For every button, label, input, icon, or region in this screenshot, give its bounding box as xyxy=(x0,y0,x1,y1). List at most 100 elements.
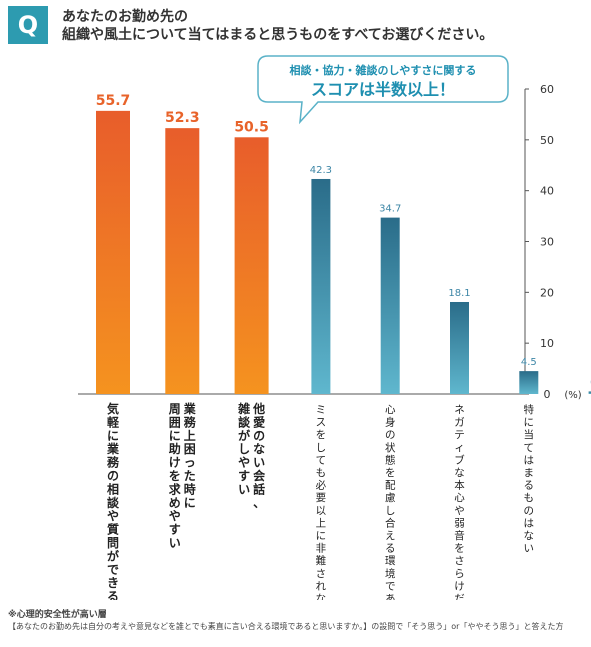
callout-line-1: 相談・協力・雑談のしやすさに関する xyxy=(290,63,477,77)
category-char: 業 xyxy=(183,401,197,416)
category-char: に xyxy=(184,496,196,510)
category-char: き xyxy=(107,576,119,590)
category-char: い xyxy=(169,536,181,550)
category-char: 業 xyxy=(106,441,120,456)
bar-2 xyxy=(165,128,200,394)
y-tick-label: 0 xyxy=(544,388,551,401)
category-char: ら xyxy=(454,568,465,580)
category-char: を xyxy=(316,429,327,441)
category-char: え xyxy=(385,530,396,542)
category-char: の xyxy=(524,505,535,517)
category-char: の xyxy=(385,429,396,441)
category-char: さ xyxy=(316,568,327,580)
category-char: 務 xyxy=(107,455,120,470)
category-char: で xyxy=(385,580,396,592)
category-char: 談 xyxy=(107,495,120,510)
y-unit-label: (%) xyxy=(564,390,581,401)
category-char: 周 xyxy=(169,402,181,416)
category-char: 慮 xyxy=(385,491,396,504)
category-char: る xyxy=(107,590,119,600)
category-char: 態 xyxy=(385,453,396,466)
category-char: を xyxy=(169,469,181,483)
category-char: の xyxy=(253,429,265,443)
category-char: に xyxy=(107,429,119,443)
category-char: 弱 xyxy=(454,517,465,529)
category-char: ブ xyxy=(454,453,465,466)
category-char: や xyxy=(238,456,250,470)
data-label-5: 34.7 xyxy=(379,204,401,215)
category-char: 難 xyxy=(316,554,327,567)
y-tick-label: 20 xyxy=(540,286,554,299)
footnote-title: ※心理的安全性が高い層 xyxy=(8,610,107,620)
category-char: を xyxy=(385,467,396,479)
category-char: 務 xyxy=(184,414,197,429)
category-char: 当 xyxy=(524,428,535,441)
category-char: や xyxy=(107,509,119,523)
data-label-4: 42.3 xyxy=(310,165,332,176)
bar-3 xyxy=(234,137,269,394)
category-char: 心 xyxy=(385,404,396,416)
bar-8 xyxy=(588,391,591,394)
category-char: 、 xyxy=(253,496,265,510)
category-char: 雑 xyxy=(237,401,250,416)
category-char: も xyxy=(316,467,327,479)
category-char: い xyxy=(253,456,265,470)
category-char: る xyxy=(524,480,535,492)
callout-bubble xyxy=(257,55,509,125)
category-char: 配 xyxy=(385,480,396,492)
category-char: 困 xyxy=(184,442,196,456)
category-char: 助 xyxy=(169,441,181,456)
category-char: れ xyxy=(316,580,327,592)
category-char: や xyxy=(169,509,181,523)
question-text: あなたのお勤め先の 組織や風土について当てはまると思うものをすべてお選びください… xyxy=(62,8,582,44)
category-char: 会 xyxy=(253,468,266,483)
category-char: ま xyxy=(524,467,535,479)
category-char: 必 xyxy=(316,479,327,492)
category-char: す xyxy=(169,523,181,537)
category-char: 質 xyxy=(107,522,119,537)
category-char: い xyxy=(524,543,535,555)
data-label-1: 55.7 xyxy=(96,93,131,109)
question-line-1: あなたのお勤め先の xyxy=(62,9,188,25)
category-char: ガ xyxy=(454,417,465,429)
category-char: ミ xyxy=(316,404,327,416)
category-char: た xyxy=(184,469,196,483)
data-label-6: 18.1 xyxy=(448,288,470,299)
category-label-4: ミスをしても必要以上に非難されない xyxy=(316,404,327,600)
category-char: 身 xyxy=(385,416,396,429)
category-char: な xyxy=(454,467,465,479)
category-char: も xyxy=(524,492,535,504)
category-char: が xyxy=(238,428,250,443)
question-line-2: 組織や風土について当てはまると思うものをすべてお選びください。 xyxy=(62,27,494,43)
category-char: に xyxy=(169,429,181,443)
category-char: 話 xyxy=(253,481,265,496)
category-char: け xyxy=(169,456,181,470)
category-char: し xyxy=(238,442,250,456)
category-char: て xyxy=(524,442,535,454)
category-char: 本 xyxy=(454,479,465,492)
y-tick-label: 10 xyxy=(540,337,554,350)
category-char: が xyxy=(107,548,119,563)
category-char: 以 xyxy=(316,505,327,517)
footnote-text: 【あなたのお勤め先は自分の考えや意見などを誰とでも素直に言い合える環境であると思… xyxy=(8,622,564,631)
category-char: す xyxy=(238,469,250,483)
bar-1 xyxy=(96,110,130,394)
bar-5 xyxy=(380,217,400,394)
category-char: 他 xyxy=(252,401,265,416)
footnote: ※心理的安全性が高い層 【あなたのお勤め先は自分の考えや意見などを誰とでも素直に… xyxy=(8,609,583,633)
category-char: し xyxy=(316,442,327,454)
category-char: 心 xyxy=(454,492,465,504)
category-char: さ xyxy=(454,555,465,567)
category-char: っ xyxy=(184,456,196,470)
category-char: て xyxy=(316,454,327,466)
category-char: 特 xyxy=(524,404,535,416)
y-tick-label: 50 xyxy=(540,134,554,147)
category-char: け xyxy=(454,580,465,592)
category-char: ィ xyxy=(454,442,465,454)
category-char: 上 xyxy=(184,428,196,443)
category-char: に xyxy=(316,530,327,542)
category-char: 音 xyxy=(454,529,465,542)
category-char: 状 xyxy=(385,441,396,454)
